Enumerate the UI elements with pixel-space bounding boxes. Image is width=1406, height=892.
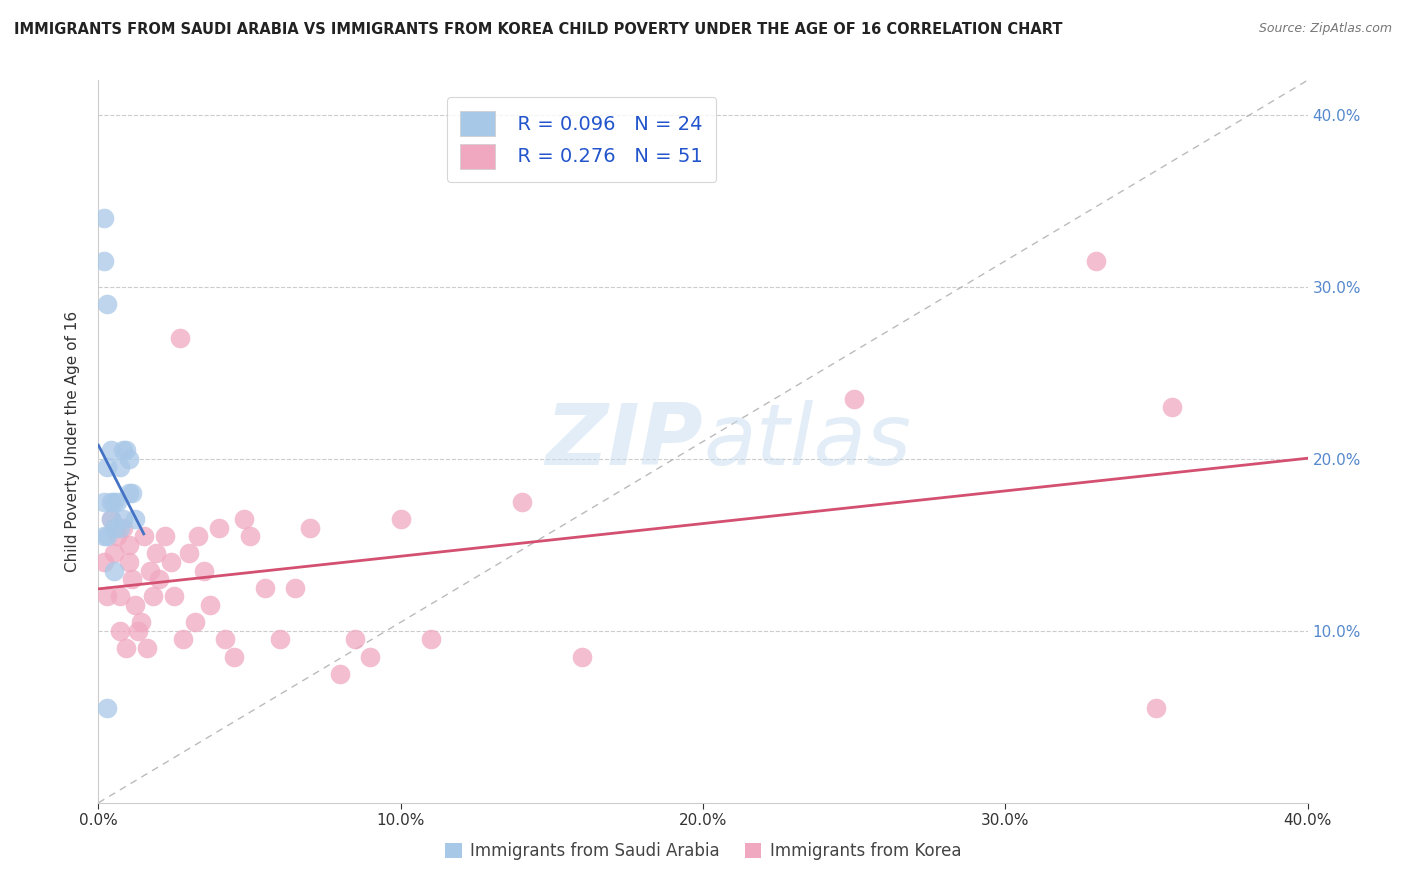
Point: [103, 564, 125, 578]
Point: [135, 640, 157, 655]
Point: [96, 529, 118, 543]
Point: [172, 632, 194, 647]
Point: [93, 529, 115, 543]
Point: [129, 615, 152, 630]
Point: [100, 512, 122, 526]
Point: [96, 590, 118, 604]
Point: [103, 546, 125, 560]
Point: [214, 632, 236, 647]
Point: [148, 572, 170, 586]
Point: [132, 529, 155, 543]
Point: [108, 590, 131, 604]
Point: [510, 494, 533, 508]
Point: [224, 649, 246, 664]
Point: [160, 555, 183, 569]
Point: [118, 538, 141, 552]
Point: [100, 512, 122, 526]
Text: ZIP: ZIP: [546, 400, 703, 483]
Point: [139, 564, 162, 578]
Point: [96, 701, 118, 715]
Point: [103, 520, 125, 534]
Point: [100, 443, 122, 458]
Point: [100, 494, 122, 508]
Point: [153, 529, 176, 543]
Point: [103, 494, 125, 508]
Point: [145, 546, 167, 560]
Point: [124, 598, 146, 612]
Point: [93, 494, 115, 508]
Point: [121, 486, 143, 500]
Point: [127, 624, 149, 638]
Point: [114, 443, 136, 458]
Point: [1160, 400, 1182, 414]
Point: [187, 529, 209, 543]
Point: [253, 581, 276, 595]
Point: [571, 649, 593, 664]
Point: [96, 297, 118, 311]
Point: [344, 632, 367, 647]
Point: [124, 512, 146, 526]
Point: [108, 520, 131, 534]
Point: [420, 632, 443, 647]
Point: [121, 572, 143, 586]
Point: [179, 546, 201, 560]
Point: [111, 520, 134, 534]
Point: [299, 520, 322, 534]
Point: [96, 460, 118, 475]
Point: [360, 649, 382, 664]
Point: [111, 512, 134, 526]
Point: [1085, 253, 1108, 268]
Point: [111, 443, 134, 458]
Point: [118, 555, 141, 569]
Point: [108, 460, 131, 475]
Point: [193, 564, 215, 578]
Point: [269, 632, 291, 647]
Text: IMMIGRANTS FROM SAUDI ARABIA VS IMMIGRANTS FROM KOREA CHILD POVERTY UNDER THE AG: IMMIGRANTS FROM SAUDI ARABIA VS IMMIGRAN…: [14, 22, 1063, 37]
Point: [1144, 701, 1167, 715]
Point: [118, 451, 141, 466]
Legend: Immigrants from Saudi Arabia, Immigrants from Korea: Immigrants from Saudi Arabia, Immigrants…: [439, 836, 967, 867]
Point: [169, 331, 191, 345]
Point: [142, 590, 165, 604]
Point: [93, 253, 115, 268]
Point: [200, 598, 222, 612]
Point: [114, 640, 136, 655]
Point: [844, 392, 866, 406]
Text: Source: ZipAtlas.com: Source: ZipAtlas.com: [1258, 22, 1392, 36]
Point: [232, 512, 254, 526]
Point: [105, 494, 128, 508]
Point: [118, 486, 141, 500]
Point: [105, 529, 128, 543]
Point: [184, 615, 207, 630]
Point: [93, 555, 115, 569]
Point: [163, 590, 186, 604]
Point: [239, 529, 262, 543]
Point: [284, 581, 307, 595]
Y-axis label: Child Poverty Under the Age of 16: Child Poverty Under the Age of 16: [65, 311, 80, 572]
Point: [329, 666, 352, 681]
Point: [108, 624, 131, 638]
Point: [208, 520, 231, 534]
Text: atlas: atlas: [703, 400, 911, 483]
Point: [389, 512, 412, 526]
Point: [93, 211, 115, 225]
